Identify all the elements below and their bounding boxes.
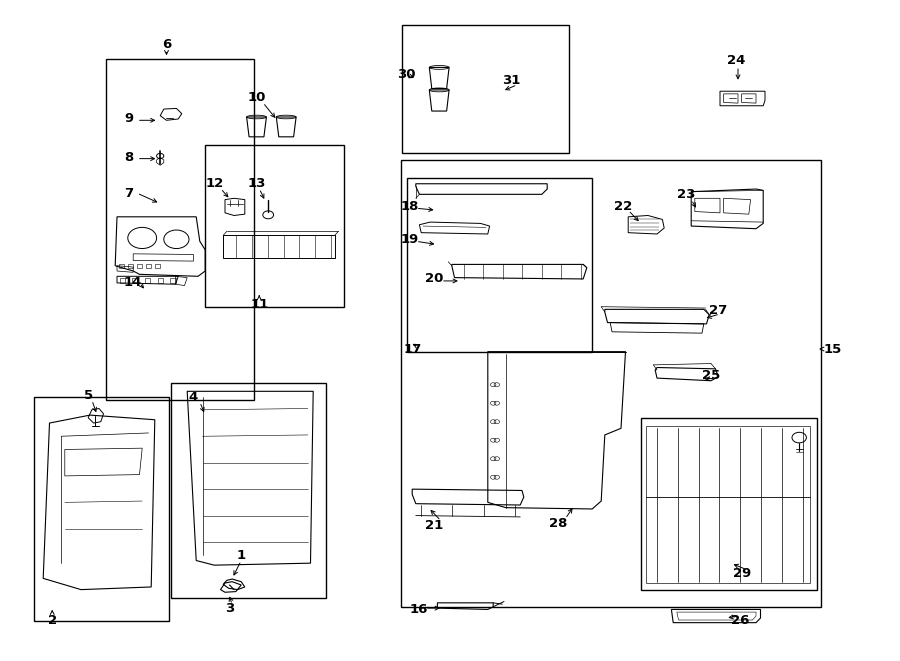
Bar	[407, 178, 592, 352]
Text: 23: 23	[677, 188, 695, 202]
Bar	[34, 397, 169, 621]
Text: 10: 10	[248, 91, 266, 104]
Text: 20: 20	[425, 272, 443, 286]
Text: 13: 13	[248, 177, 266, 190]
Text: 11: 11	[250, 297, 268, 311]
Text: 26: 26	[731, 613, 749, 627]
Text: 21: 21	[425, 519, 443, 532]
Text: 4: 4	[189, 391, 198, 405]
Text: 7: 7	[124, 186, 133, 200]
Text: 22: 22	[614, 200, 632, 213]
Text: 25: 25	[702, 369, 720, 382]
Text: 1: 1	[237, 549, 246, 562]
Text: 14: 14	[124, 276, 142, 290]
Bar	[171, 383, 326, 598]
Text: 3: 3	[225, 602, 234, 615]
Bar	[106, 59, 254, 400]
Text: 28: 28	[549, 517, 567, 530]
Text: 15: 15	[824, 342, 842, 356]
Text: 16: 16	[410, 603, 427, 616]
Bar	[400, 160, 821, 607]
Text: 30: 30	[398, 67, 416, 81]
Text: 24: 24	[727, 54, 745, 67]
Text: 5: 5	[84, 389, 93, 402]
Text: 29: 29	[734, 567, 752, 580]
Bar	[402, 25, 569, 153]
Bar	[205, 145, 344, 307]
Text: 17: 17	[403, 342, 421, 356]
Text: 6: 6	[162, 38, 171, 52]
Bar	[641, 418, 817, 590]
Text: 31: 31	[502, 74, 520, 87]
Text: 27: 27	[709, 304, 727, 317]
Text: 9: 9	[124, 112, 133, 126]
Text: 19: 19	[400, 233, 418, 246]
Text: 2: 2	[48, 613, 57, 627]
Text: 18: 18	[400, 200, 418, 213]
Text: 12: 12	[205, 177, 223, 190]
Text: 8: 8	[124, 151, 133, 164]
